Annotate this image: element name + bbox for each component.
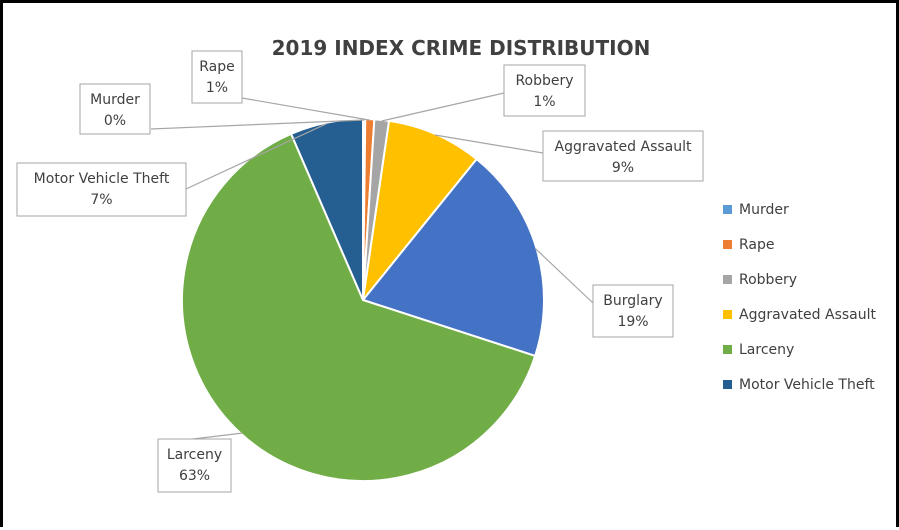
legend-label: Rape xyxy=(739,237,775,253)
data-label-category: Motor Vehicle Theft xyxy=(34,171,170,187)
data-label-percent: 19% xyxy=(617,314,648,330)
legend-item-motor-vehicle-theft: Motor Vehicle Theft xyxy=(723,377,875,393)
legend-item-rape: Rape xyxy=(723,237,775,253)
legend: Murder Rape Robbery Aggravated Assault Larce… xyxy=(723,202,876,393)
legend-item-larceny: Larceny xyxy=(723,342,794,358)
data-label-percent: 7% xyxy=(90,192,112,208)
legend-item-robbery: Robbery xyxy=(723,272,797,288)
legend-swatch xyxy=(723,310,732,319)
data-label-category: Murder xyxy=(90,92,140,108)
legend-label: Larceny xyxy=(739,342,794,358)
leader-robbery xyxy=(382,93,504,121)
data-label-burglary: Burglary 19% xyxy=(593,285,673,337)
data-label-percent: 63% xyxy=(179,468,210,484)
data-label-percent: 1% xyxy=(533,94,555,110)
pie-slices xyxy=(182,119,544,481)
data-label-percent: 9% xyxy=(612,160,634,176)
legend-label: Aggravated Assault xyxy=(739,307,876,323)
legend-item-murder: Murder xyxy=(723,202,789,218)
data-label-category: Aggravated Assault xyxy=(555,139,692,155)
legend-swatch xyxy=(723,240,732,249)
legend-swatch xyxy=(723,345,732,354)
chart-title: 2019 INDEX CRIME DISTRIBUTION xyxy=(272,36,651,60)
data-label-aggravated-assault: Aggravated Assault 9% xyxy=(543,131,703,181)
data-label-category: Rape xyxy=(199,59,235,75)
leader-rape xyxy=(242,98,370,120)
leader-larceny xyxy=(193,433,242,439)
data-label-category: Larceny xyxy=(167,447,222,463)
data-label-robbery: Robbery 1% xyxy=(504,65,585,116)
data-label-category: Burglary xyxy=(603,293,662,309)
data-label-motor-vehicle-theft: Motor Vehicle Theft 7% xyxy=(17,163,186,216)
legend-item-aggravated-assault: Aggravated Assault xyxy=(723,307,876,323)
legend-label: Robbery xyxy=(739,272,797,288)
legend-swatch xyxy=(723,205,732,214)
legend-label: Motor Vehicle Theft xyxy=(739,377,875,393)
data-label-larceny: Larceny 63% xyxy=(158,439,231,492)
legend-swatch xyxy=(723,380,732,389)
legend-label: Murder xyxy=(739,202,789,218)
legend-swatch xyxy=(723,275,732,284)
data-label-percent: 0% xyxy=(104,113,126,129)
pie-chart: 2019 INDEX CRIME DISTRIBUTION Murder 0% Ra… xyxy=(3,3,899,530)
data-label-rape: Rape 1% xyxy=(192,51,242,103)
data-label-murder: Murder 0% xyxy=(80,84,150,134)
data-label-percent: 1% xyxy=(206,80,228,96)
data-label-category: Robbery xyxy=(515,73,573,89)
